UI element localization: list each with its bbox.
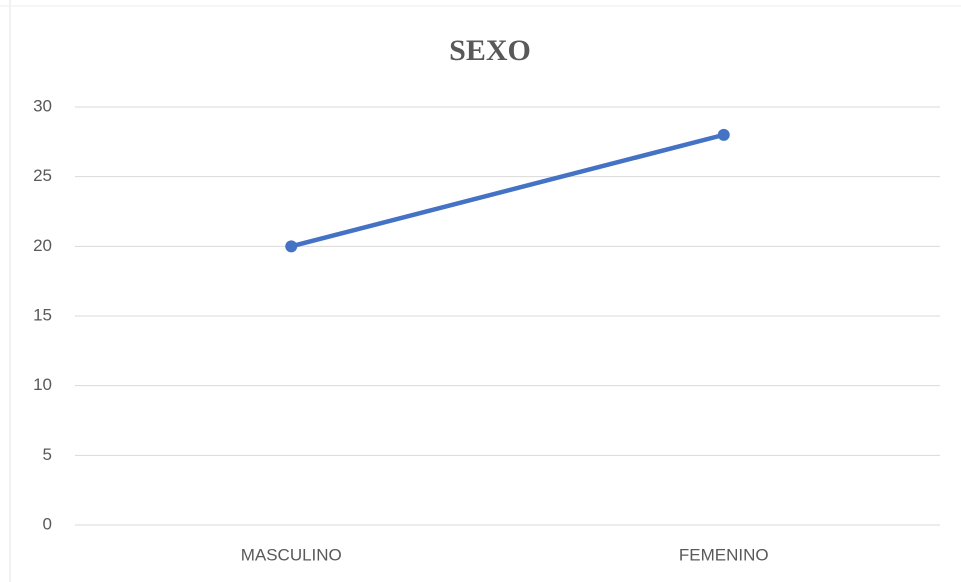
marker <box>285 240 298 253</box>
chart-title: SEXO <box>449 34 531 67</box>
line <box>289 132 726 249</box>
y-tick-label: 5 <box>43 445 52 464</box>
x-tick-label: MASCULINO <box>241 545 342 564</box>
x-tick-label: FEMENINO <box>679 545 769 564</box>
y-tick-label: 0 <box>43 514 52 533</box>
y-tick-label: 15 <box>33 305 52 324</box>
marker <box>717 128 730 141</box>
y-tick-label: 10 <box>33 375 52 394</box>
y-tick-label: 25 <box>33 166 52 185</box>
y-tick-label: 20 <box>33 236 52 255</box>
y-tick-label: 30 <box>33 96 52 115</box>
